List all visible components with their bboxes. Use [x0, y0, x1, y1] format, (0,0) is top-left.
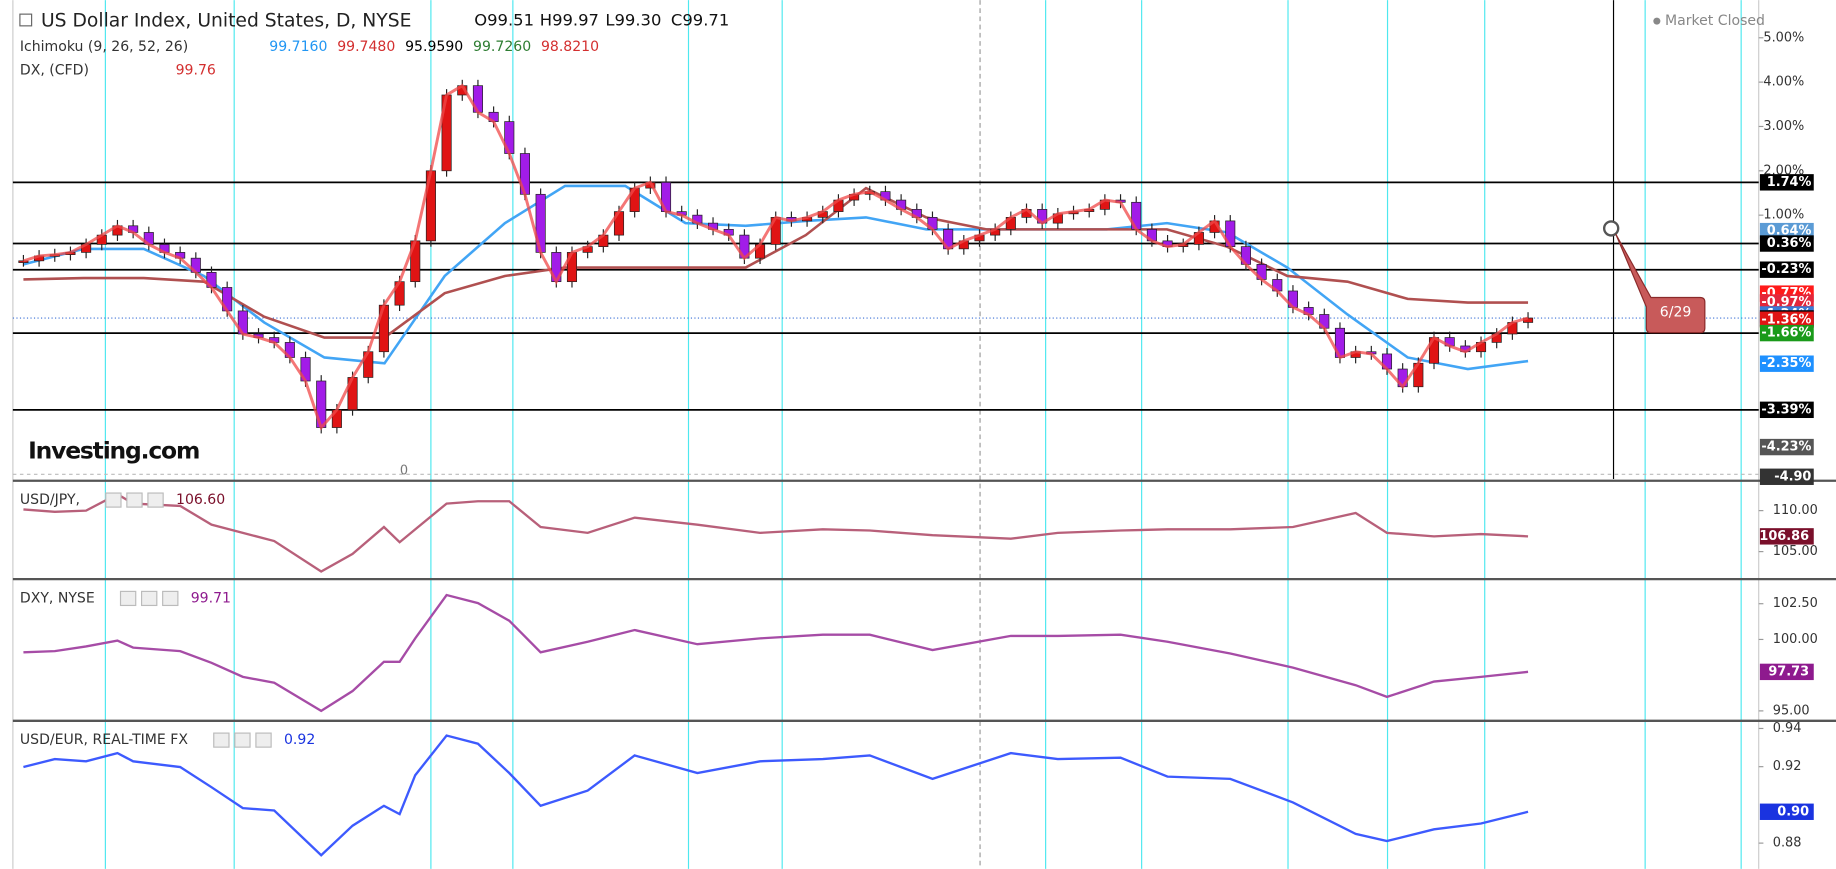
y-tick-label: 100.00 — [1773, 632, 1818, 647]
last-value-tag — [1759, 803, 1814, 820]
y-tick-label: 4.00% — [1763, 75, 1804, 90]
indicator-value: 99.7480 — [337, 39, 395, 55]
price-tag-label: 1.74% — [1767, 175, 1812, 190]
indicator-value: 99.7160 — [269, 39, 327, 55]
close-trace — [22, 83, 1529, 431]
pane-control[interactable] — [213, 732, 230, 748]
price-tag — [1759, 261, 1814, 278]
price-tag — [1759, 311, 1814, 328]
y-tick-label: 1.00% — [1763, 208, 1804, 223]
pane-control[interactable] — [147, 492, 164, 508]
price-tag-label: -1.36% — [1761, 312, 1811, 327]
y-tick-label: 0.88 — [1773, 836, 1802, 851]
price-tag — [1759, 222, 1814, 240]
ohlc-value: O99.51 — [474, 11, 534, 30]
y-tick-label: 102.50 — [1773, 596, 1818, 611]
price-tag — [1759, 468, 1814, 485]
last-value-label: 106.86 — [1759, 529, 1809, 544]
pane-control[interactable] — [105, 492, 122, 508]
price-tag-label: -2.35% — [1761, 356, 1811, 371]
pane-legend: USD/JPY, — [20, 492, 80, 508]
pane-control[interactable] — [234, 732, 251, 748]
last-value-label: 0.90 — [1777, 804, 1809, 819]
indicator-value: 95.9590 — [405, 39, 463, 55]
y-tick-label: 95.00 — [1773, 703, 1810, 718]
pane-legend: USD/EUR, REAL-TIME FX — [20, 732, 188, 748]
last-value-tag — [1759, 663, 1814, 681]
y-tick-label: 110.00 — [1773, 503, 1818, 518]
crosshair-point — [1602, 220, 1620, 237]
pane-value: 99.71 — [191, 590, 231, 606]
pane-control[interactable] — [255, 732, 272, 748]
y-tick-label: 105.00 — [1773, 544, 1818, 559]
price-tag — [1759, 235, 1814, 252]
pane-control[interactable] — [126, 492, 143, 508]
y-tick-label: 3.00% — [1763, 119, 1804, 134]
ohlc-value: H99.97 — [540, 11, 599, 30]
market-status: Market Closed — [1665, 13, 1765, 29]
pane-control[interactable] — [162, 590, 179, 607]
logo: Investing.com — [28, 437, 199, 465]
ohlc-value: L99.30 — [605, 11, 661, 30]
price-tag — [1759, 324, 1814, 342]
pane-line — [23, 492, 1529, 573]
last-value-label: 97.73 — [1768, 664, 1809, 679]
chart-title: US Dollar Index, United States, D, NYSE — [41, 11, 411, 32]
price-tag-label: -0.97% — [1761, 295, 1811, 310]
pane-value: 0.92 — [284, 732, 315, 748]
price-tag — [1759, 355, 1814, 372]
indicator-value: 99.7260 — [473, 39, 531, 55]
bar-marker: 0 — [400, 463, 408, 478]
price-tag-label: -4.90 — [1774, 469, 1811, 484]
status-dot — [1653, 17, 1661, 25]
pane-line — [23, 734, 1529, 857]
pane-value: 106.60 — [176, 492, 225, 508]
pane-legend: DXY, NYSE — [20, 590, 95, 606]
indicator-value: 98.8210 — [541, 39, 599, 55]
callout-box — [1615, 233, 1706, 334]
callout-label: 6/29 — [1660, 305, 1692, 321]
price-tag-label: 0.36% — [1767, 236, 1812, 251]
pane-control[interactable] — [119, 590, 137, 607]
indicator-value: 99.76 — [176, 62, 216, 78]
indicator-label: Ichimoku (9, 26, 52, 26) — [20, 39, 188, 55]
price-tag — [1759, 438, 1814, 456]
ichimoku-line — [23, 186, 1529, 339]
price-tag-label: 0.64% — [1767, 224, 1812, 239]
price-tag-label: -0.23% — [1761, 262, 1811, 277]
y-tick-label: 0.92 — [1773, 759, 1802, 774]
pane-control[interactable] — [141, 590, 158, 607]
ohlc-value: C99.71 — [671, 11, 729, 30]
price-tag-label: -4.23% — [1761, 440, 1811, 455]
pane-line — [23, 593, 1529, 713]
last-value-tag — [1759, 528, 1814, 545]
price-tag-label: -1.66% — [1761, 326, 1811, 341]
price-tag — [1759, 401, 1814, 419]
indicator-label: DX, (CFD) — [20, 62, 89, 78]
price-tag — [1759, 174, 1814, 191]
price-tag-label: -3.39% — [1761, 402, 1811, 417]
y-tick-label: 5.00% — [1763, 30, 1804, 45]
collapse-box — [19, 13, 33, 27]
y-tick-label: 0.94 — [1773, 721, 1802, 736]
